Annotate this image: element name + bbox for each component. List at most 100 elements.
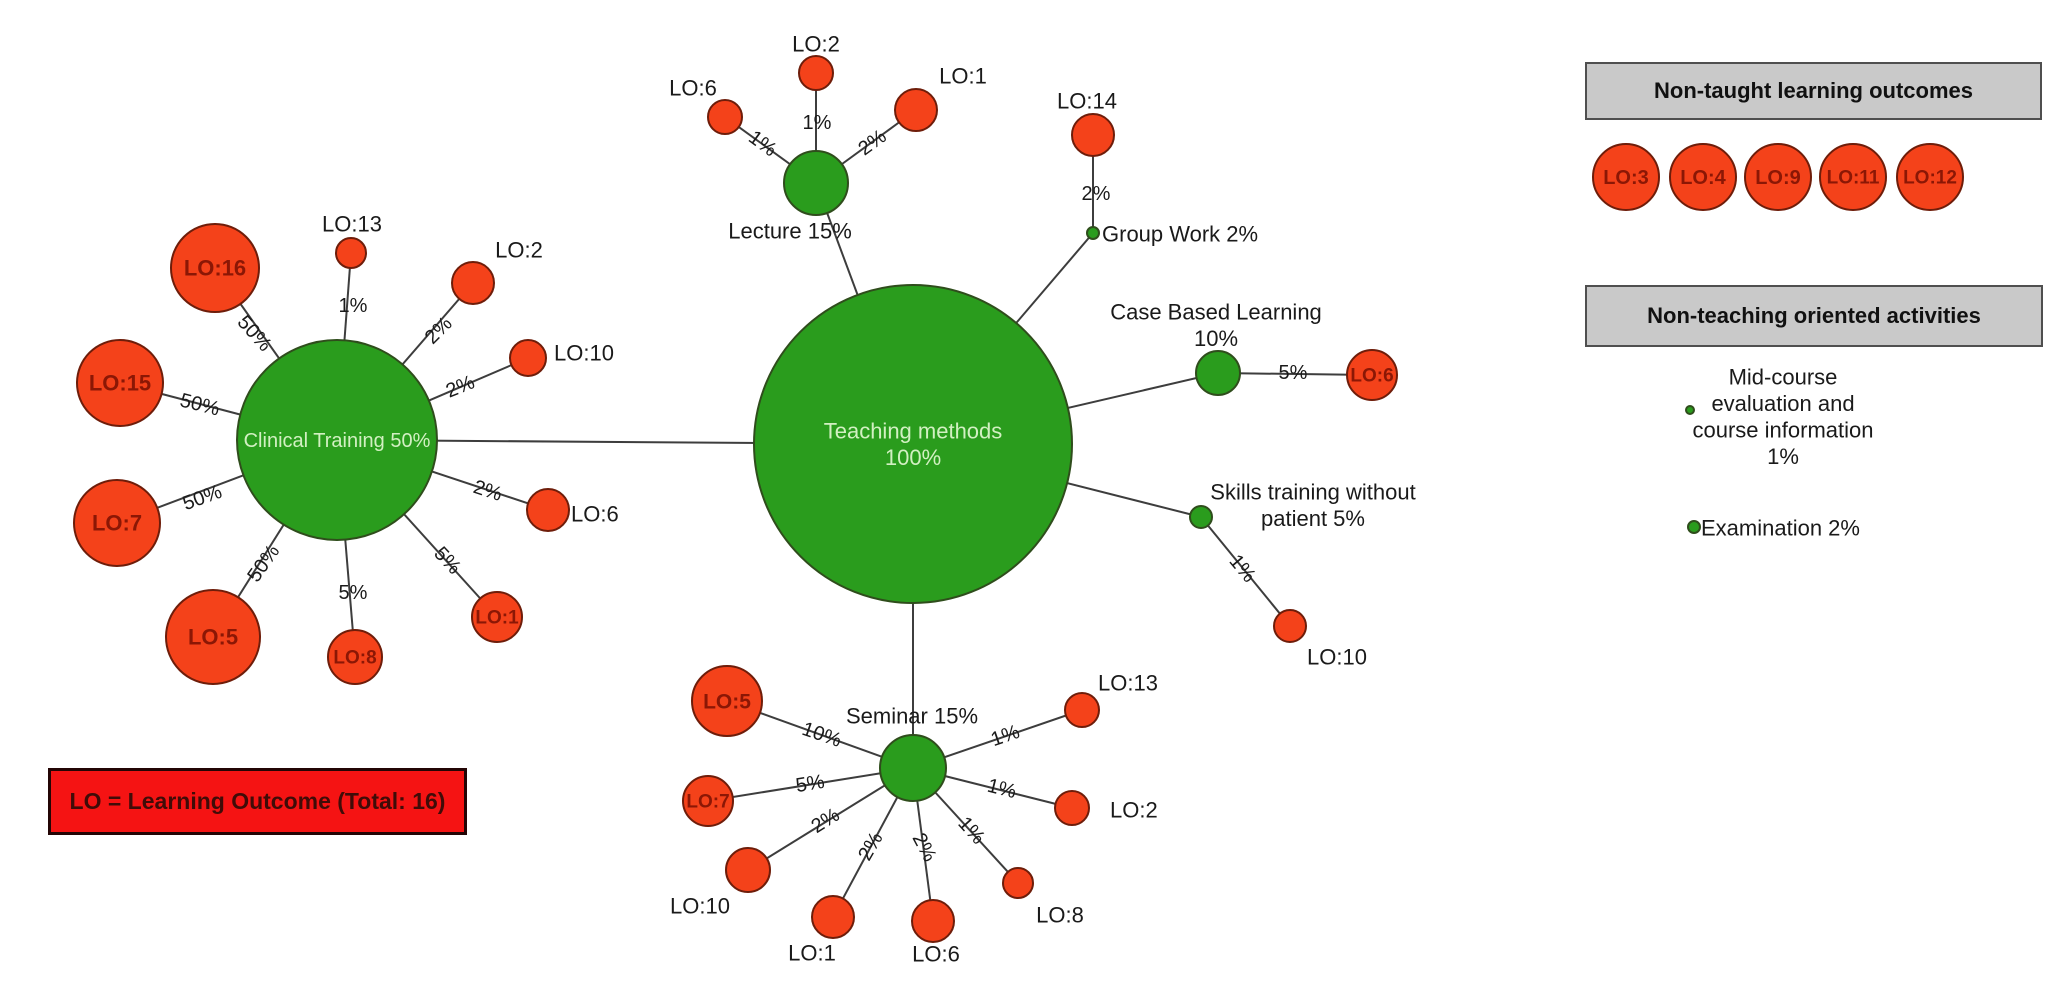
edge-label: 5% bbox=[1279, 362, 1308, 384]
node-s6 bbox=[911, 899, 955, 943]
node-label-c15: LO:15 bbox=[89, 371, 151, 396]
node-label-p9: LO:9 bbox=[1755, 167, 1801, 189]
diagram-label: LO:6 bbox=[571, 502, 619, 527]
node-lecture bbox=[783, 150, 849, 216]
edge-label: 2% bbox=[854, 125, 890, 160]
node-skills bbox=[1189, 505, 1213, 529]
diagram-label: LO:8 bbox=[1036, 903, 1084, 928]
diagram-label: 1% bbox=[1767, 444, 1799, 469]
node-sk10 bbox=[1273, 609, 1307, 643]
node-label-c16: LO:16 bbox=[184, 256, 246, 281]
edge-label: 2% bbox=[443, 371, 478, 402]
edge-label: 2% bbox=[908, 830, 941, 866]
diagram-label: evaluation and bbox=[1711, 391, 1854, 416]
node-p3 bbox=[1592, 143, 1660, 211]
edge-label: 2% bbox=[1082, 183, 1111, 205]
diagram-label: Examination 2% bbox=[1701, 516, 1860, 541]
edge-label: 50% bbox=[178, 389, 222, 420]
node-c10 bbox=[509, 339, 547, 377]
node-c1 bbox=[471, 591, 523, 643]
node-seminar bbox=[879, 734, 947, 802]
node-label-clinical: Clinical Training 50% bbox=[244, 430, 431, 452]
edge-skills-sk10 bbox=[1200, 516, 1291, 627]
node-label-c8: LO:8 bbox=[333, 648, 376, 669]
diagram-label: LO:14 bbox=[1057, 89, 1117, 114]
edge-label: 50% bbox=[233, 311, 276, 356]
diagram-label: LO:13 bbox=[322, 212, 382, 237]
edge-label: 50% bbox=[180, 481, 225, 515]
diagram-label: Case Based Learning bbox=[1110, 300, 1322, 325]
node-l2 bbox=[798, 55, 834, 91]
diagram-label: LO:1 bbox=[939, 64, 987, 89]
node-c6 bbox=[526, 488, 570, 532]
node-l14 bbox=[1071, 113, 1115, 157]
diagram-label: Group Work 2% bbox=[1102, 222, 1258, 247]
diagram-label: Mid-course bbox=[1729, 365, 1838, 390]
node-s7 bbox=[682, 775, 734, 827]
node-l1 bbox=[894, 88, 938, 132]
diagram-label: LO:6 bbox=[912, 942, 960, 967]
node-label-p4: LO:4 bbox=[1680, 167, 1726, 189]
node-s5 bbox=[691, 665, 763, 737]
node-cbl bbox=[1195, 350, 1241, 396]
node-groupwork bbox=[1086, 226, 1100, 240]
node-s13 bbox=[1064, 692, 1100, 728]
node-label-c5: LO:5 bbox=[188, 625, 238, 650]
diagram-label: 10% bbox=[1194, 326, 1238, 351]
node-label-teaching: Teaching methods bbox=[824, 418, 1003, 443]
node-l6 bbox=[707, 99, 743, 135]
edge-label: 1% bbox=[803, 112, 832, 134]
edge-label: 10% bbox=[799, 718, 844, 752]
node-label-cb6: LO:6 bbox=[1350, 366, 1393, 387]
node-s8 bbox=[1002, 867, 1034, 899]
node-clinical bbox=[236, 339, 438, 541]
node-p12 bbox=[1896, 143, 1964, 211]
edge-label: 2% bbox=[471, 476, 505, 506]
diagram-label: LO:6 bbox=[669, 76, 717, 101]
diagram-label: LO:13 bbox=[1098, 671, 1158, 696]
node-s1 bbox=[811, 895, 855, 939]
node-s2 bbox=[1054, 790, 1090, 826]
panel-title: Non-teaching oriented activities bbox=[1647, 303, 1981, 328]
node-midcourse bbox=[1685, 405, 1695, 415]
panel-non-taught-learning-outcomes: Non-taught learning outcomes bbox=[1585, 62, 2042, 120]
diagram-label: LO:10 bbox=[670, 894, 730, 919]
panel-title: Non-taught learning outcomes bbox=[1654, 78, 1973, 103]
diagram-label: LO:10 bbox=[1307, 645, 1367, 670]
edge-label: 2% bbox=[421, 313, 457, 349]
node-c15 bbox=[76, 339, 164, 427]
edge-label: 1% bbox=[985, 775, 1019, 803]
node-label-p3: LO:3 bbox=[1603, 167, 1649, 189]
node-label-s7: LO:7 bbox=[686, 792, 729, 813]
node-c16 bbox=[170, 223, 260, 313]
node-p11 bbox=[1819, 143, 1887, 211]
diagram-label: LO:2 bbox=[1110, 798, 1158, 823]
node-c8 bbox=[327, 629, 383, 685]
diagram-label: LO:10 bbox=[554, 341, 614, 366]
edge-label: 2% bbox=[854, 828, 888, 864]
node-label-c7: LO:7 bbox=[92, 511, 142, 536]
node-cb6 bbox=[1346, 349, 1398, 401]
node-label-p11: LO:11 bbox=[1827, 168, 1880, 189]
node-label-teaching: 100% bbox=[885, 445, 941, 470]
legend-box: LO = Learning Outcome (Total: 16) bbox=[48, 768, 467, 835]
node-s10 bbox=[725, 847, 771, 893]
edge-label: 5% bbox=[339, 582, 368, 604]
legend-text: LO = Learning Outcome (Total: 16) bbox=[69, 788, 446, 814]
node-c13 bbox=[335, 237, 367, 269]
edge-label: 1% bbox=[988, 721, 1023, 751]
diagram-label: LO:1 bbox=[788, 941, 836, 966]
node-label-s5: LO:5 bbox=[703, 690, 751, 713]
diagram-label: LO:2 bbox=[792, 32, 840, 57]
node-label-c1: LO:1 bbox=[475, 608, 519, 629]
diagram-label: Lecture 15% bbox=[728, 219, 852, 244]
node-c7 bbox=[73, 479, 161, 567]
edge-seminar-s7 bbox=[707, 767, 914, 802]
node-p9 bbox=[1744, 143, 1812, 211]
node-p4 bbox=[1669, 143, 1737, 211]
node-c5 bbox=[165, 589, 261, 685]
diagram-label: patient 5% bbox=[1261, 506, 1365, 531]
node-label-p12: LO:12 bbox=[1903, 168, 1957, 189]
